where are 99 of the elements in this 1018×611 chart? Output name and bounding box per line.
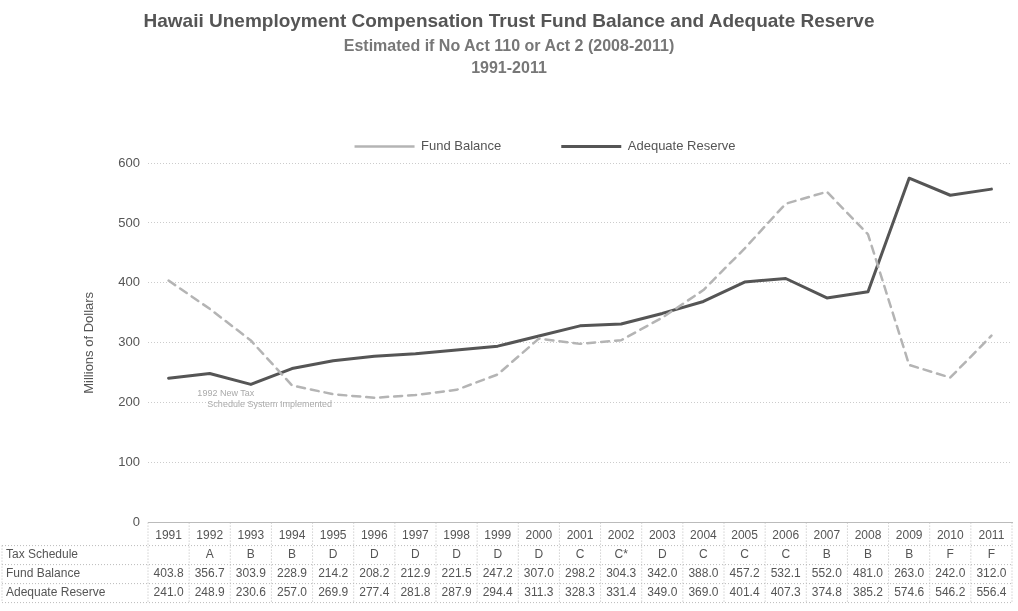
text: D (534, 547, 544, 562)
x-tick-label: 2006 (772, 528, 800, 543)
text: B (246, 547, 255, 562)
legend-label: Fund Balance (421, 138, 502, 154)
x-tick-label: 1994 (278, 528, 306, 543)
x-tick-label: 2009 (895, 528, 923, 543)
data-label: 574.6 (894, 585, 925, 600)
data-label: 552.0 (811, 566, 843, 581)
x-tick-label: 2007 (813, 528, 841, 543)
x-tick-label: 2008 (854, 528, 882, 543)
text: Fund Balance (6, 566, 81, 581)
x-tick-label: 2002 (607, 528, 635, 543)
y-tick-label: 100 (118, 454, 140, 470)
data-label: 403.8 (153, 566, 184, 581)
x-tick-label: 2000 (525, 528, 553, 543)
text: C (781, 547, 791, 562)
x-tick-label: 2003 (648, 528, 676, 543)
x-tick-label: 1995 (319, 528, 347, 543)
text: C* (614, 547, 629, 562)
data-label: 312.0 (976, 566, 1007, 581)
data-label: 269.9 (318, 585, 349, 600)
text: B (287, 547, 297, 562)
x-tick-label: 1992 (196, 528, 224, 543)
y-tick-label: 200 (118, 394, 140, 410)
y-tick-label: 400 (118, 274, 140, 290)
x-tick-label: 1999 (484, 528, 512, 543)
x-tick-label: 2004 (690, 528, 718, 543)
data-label: 307.0 (523, 566, 555, 581)
data-label: 228.9 (276, 566, 308, 581)
data-label: 281.8 (400, 585, 431, 600)
data-label: 294.4 (482, 585, 514, 600)
x-tick-label: 2011 (978, 528, 1005, 543)
data-label: 388.0 (688, 566, 719, 581)
text: A (205, 547, 214, 562)
data-label: 241.0 (153, 585, 184, 600)
text: Adequate Reserve (6, 585, 106, 600)
annotation: 1992 New Tax Schedule System Implemented (197, 387, 332, 409)
data-label: 374.8 (811, 585, 843, 600)
y-tick-label: 300 (118, 334, 140, 350)
data-label: 277.4 (359, 585, 390, 600)
data-label: 257.0 (276, 585, 308, 600)
text: D (493, 547, 503, 562)
data-label: 248.9 (194, 585, 226, 600)
data-label: 546.2 (935, 585, 966, 600)
y-tick-label: 500 (118, 214, 140, 230)
data-label: 263.0 (894, 566, 925, 581)
text: D (657, 547, 667, 562)
text: D (411, 547, 421, 562)
x-tick-label: 1997 (402, 528, 430, 543)
text: D (328, 547, 338, 562)
data-label: 214.2 (318, 566, 349, 581)
text: B (905, 547, 914, 562)
data-label: 342.0 (647, 566, 678, 581)
chart-subtitle: Estimated if No Act 110 or Act 2 (2008-2011) 1991-2011 (342, 36, 676, 78)
data-label: 331.4 (606, 585, 637, 600)
data-label: 298.2 (564, 566, 596, 581)
data-label: 349.0 (647, 585, 678, 600)
x-tick-label: 1998 (443, 528, 471, 543)
x-tick-label: 2001 (566, 528, 594, 543)
data-label: 356.7 (194, 566, 226, 581)
text: F (987, 547, 996, 562)
x-tick-label: 2010 (936, 528, 964, 543)
data-label: 556.4 (976, 585, 1007, 600)
chart-title: Hawaii Unemployment Compensation Trust Fund Balance and Adequate Reserve (142, 10, 876, 32)
data-label: 407.3 (770, 585, 802, 600)
data-label: 457.2 (729, 566, 760, 581)
data-label: 242.0 (935, 566, 966, 581)
data-label: 401.4 (729, 585, 760, 600)
legend-label: Adequate Reserve (627, 138, 736, 154)
data-label: 212.9 (400, 566, 431, 581)
data-label: 369.0 (688, 585, 719, 600)
text: D (452, 547, 462, 562)
text: B (822, 547, 831, 562)
data-label: 481.0 (852, 566, 884, 581)
data-label: 247.2 (482, 566, 514, 581)
text: Tax Schedule (6, 547, 79, 562)
data-label: 221.5 (441, 566, 472, 581)
data-label: 208.2 (359, 566, 390, 581)
y-tick-label: 600 (118, 154, 140, 170)
data-label: 230.6 (235, 585, 267, 600)
y-axis-title: Millions of Dollars (81, 291, 97, 394)
text: C (575, 547, 585, 562)
text: D (369, 547, 379, 562)
x-tick-label: 1991 (155, 528, 183, 543)
data-label: 311.3 (524, 585, 554, 600)
text: C (740, 547, 750, 562)
text: B (863, 547, 873, 562)
text: F (946, 547, 954, 562)
data-label: 532.1 (770, 566, 802, 581)
data-label: 328.3 (564, 585, 596, 600)
x-tick-label: 1996 (360, 528, 388, 543)
text: C (699, 547, 709, 562)
x-tick-label: 1993 (237, 528, 265, 543)
y-tick-label: 0 (132, 514, 140, 530)
data-label: 385.2 (852, 585, 884, 600)
data-label: 304.3 (606, 566, 637, 581)
x-tick-label: 2005 (731, 528, 759, 543)
data-label: 287.9 (441, 585, 472, 600)
data-label: 303.9 (235, 566, 267, 581)
